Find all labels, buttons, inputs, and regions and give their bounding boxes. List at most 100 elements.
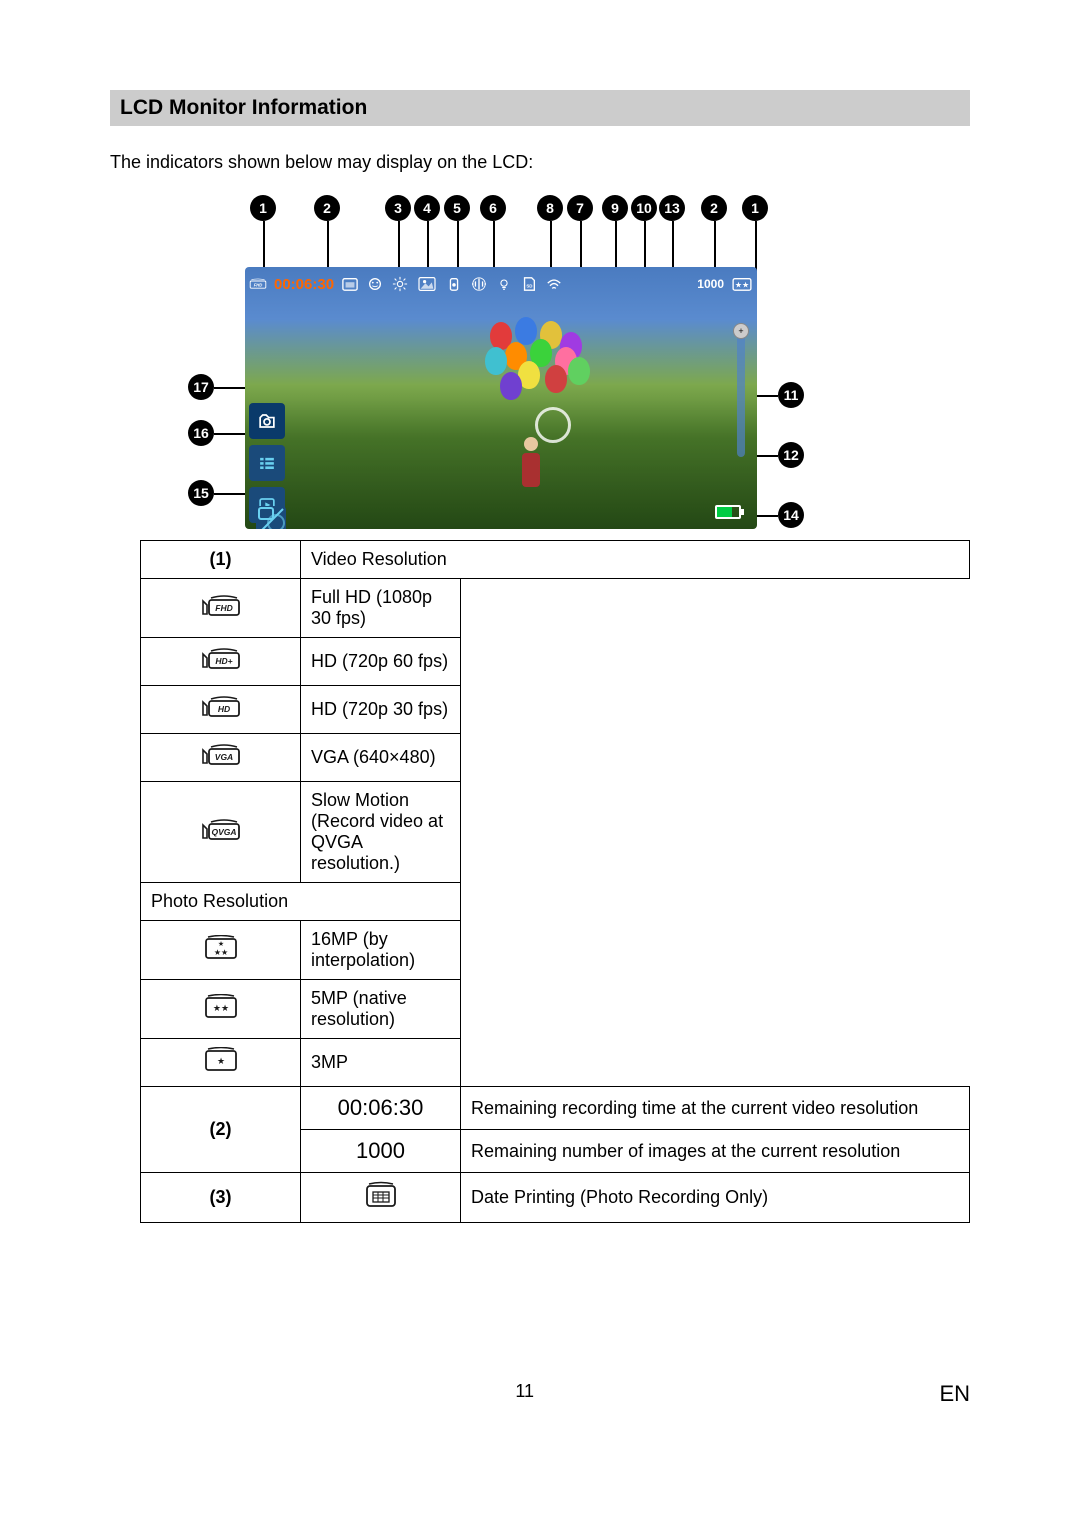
callout-badge: 1	[742, 195, 768, 221]
video-res-icon-cell: FHD	[141, 579, 301, 638]
svg-text:SD: SD	[526, 284, 533, 289]
page-footer: 11 EN	[0, 1381, 1080, 1407]
date-print-icon	[341, 276, 359, 292]
table-num-1: (1)	[141, 541, 301, 579]
page-number: 11	[515, 1381, 534, 1407]
video-res-desc: HD (720p 30 fps)	[301, 686, 461, 734]
camera-mode-button[interactable]	[249, 403, 285, 439]
callout-badge: 11	[778, 382, 804, 408]
table-row: ★★ 5MP (native resolution)	[141, 980, 970, 1039]
table-num-2: (2)	[141, 1087, 301, 1173]
balloons-graphic	[460, 317, 600, 437]
fhd-icon: FHD	[249, 276, 267, 292]
video-res-icon: HD+	[199, 646, 243, 672]
video-res-icon: HD	[199, 694, 243, 720]
svg-text:QVGA: QVGA	[211, 827, 236, 837]
scene-icon	[416, 276, 438, 292]
lcd-time: 00:06:30	[274, 276, 334, 293]
lcd-side-menu	[249, 403, 285, 523]
callout-line	[214, 387, 248, 389]
video-res-header: Video Resolution	[301, 541, 970, 579]
row2-desc-0: Remaining recording time at the current …	[461, 1087, 970, 1130]
section-title: LCD Monitor Information	[120, 96, 367, 119]
callout-line	[214, 433, 248, 435]
lcd-screen: FHD 00:06:30	[245, 267, 757, 529]
svg-text:FHD: FHD	[254, 282, 263, 287]
table-row: FHD Full HD (1080p 30 fps)	[141, 579, 970, 638]
person-graphic	[515, 437, 547, 489]
photo-res-desc: 16MP (by interpolation)	[301, 921, 461, 980]
callout-badge: 3	[385, 195, 411, 221]
callout-badge: 6	[480, 195, 506, 221]
svg-text:FHD: FHD	[215, 603, 232, 613]
video-res-desc: Full HD (1080p 30 fps)	[301, 579, 461, 638]
video-res-icon-cell: HD+	[141, 638, 301, 686]
callout-badge: 15	[188, 480, 214, 506]
photo-res-icon: ★★	[203, 994, 239, 1020]
callout-badge: 12	[778, 442, 804, 468]
face-detect-icon	[366, 276, 384, 292]
callout-badge: 7	[567, 195, 593, 221]
date-print-table-icon	[363, 1181, 399, 1209]
row3-desc: Date Printing (Photo Recording Only)	[461, 1173, 970, 1223]
callout-badge: 17	[188, 374, 214, 400]
callout-badge: 1	[250, 195, 276, 221]
callout-badge: 5	[444, 195, 470, 221]
photo-res-icon: ★★	[731, 276, 753, 292]
wifi-icon	[545, 276, 563, 292]
callout-badge: 14	[778, 502, 804, 528]
section-header: LCD Monitor Information	[110, 90, 970, 126]
photo-res-desc: 5MP (native resolution)	[301, 980, 461, 1039]
row3-icon	[301, 1173, 461, 1223]
intro-text: The indicators shown below may display o…	[110, 152, 970, 173]
sd-card-icon: SD	[520, 276, 538, 292]
video-res-desc: Slow Motion (Record video at QVGA resolu…	[301, 782, 461, 883]
video-res-desc: HD (720p 60 fps)	[301, 638, 461, 686]
svg-text:★★: ★★	[212, 1003, 228, 1013]
stabilizer-icon	[470, 276, 488, 292]
table-row: ★★★ 16MP (by interpolation)	[141, 921, 970, 980]
video-res-icon-cell: VGA	[141, 734, 301, 782]
timer-icon	[445, 276, 463, 292]
lcd-count: 1000	[697, 277, 724, 291]
indicator-table: (1) Video Resolution FHD Full HD (1080p 3…	[140, 540, 970, 1223]
video-res-icon: QVGA	[199, 817, 243, 843]
svg-text:★★: ★★	[735, 281, 749, 290]
battery-indicator	[715, 505, 741, 519]
row2-icon-1: 1000	[301, 1130, 461, 1173]
table-row: HD HD (720p 30 fps)	[141, 686, 970, 734]
photo-res-icon: ★★★	[203, 935, 239, 961]
callout-badge: 16	[188, 420, 214, 446]
callout-badge: 10	[631, 195, 657, 221]
table-row: HD+ HD (720p 60 fps)	[141, 638, 970, 686]
balloon	[500, 372, 522, 400]
callout-badge: 2	[701, 195, 727, 221]
photo-res-icon: ★	[203, 1047, 239, 1073]
zoom-slider-track[interactable]	[737, 327, 745, 457]
svg-text:HD: HD	[217, 704, 229, 714]
balloon	[568, 357, 590, 385]
balloon	[545, 365, 567, 393]
row2-icon-0: 00:06:30	[301, 1087, 461, 1130]
video-res-icon: FHD	[199, 593, 243, 619]
photo-res-header: Photo Resolution	[141, 883, 461, 921]
svg-text:★★: ★★	[213, 948, 227, 957]
video-res-icon-cell: QVGA	[141, 782, 301, 883]
callout-line	[214, 493, 248, 495]
photo-res-desc: 3MP	[301, 1039, 461, 1087]
svg-text:VGA: VGA	[214, 752, 232, 762]
sun-icon	[391, 276, 409, 292]
svg-text:HD+: HD+	[215, 656, 232, 666]
photo-res-icon-cell: ★★★	[141, 921, 301, 980]
menu-button[interactable]	[249, 445, 285, 481]
light-icon	[495, 276, 513, 292]
balloon	[485, 347, 507, 375]
row2-desc-1: Remaining number of images at the curren…	[461, 1130, 970, 1173]
table-row: VGAVGA (640×480)	[141, 734, 970, 782]
video-res-icon: VGA	[199, 742, 243, 768]
zoom-slider-thumb[interactable]: +	[733, 323, 749, 339]
callout-badge: 13	[659, 195, 685, 221]
photo-res-icon-cell: ★	[141, 1039, 301, 1087]
table-row: ★ 3MP	[141, 1039, 970, 1087]
lcd-diagram: 123456879101321 171615 111214 FHD 00:06:…	[140, 195, 970, 540]
